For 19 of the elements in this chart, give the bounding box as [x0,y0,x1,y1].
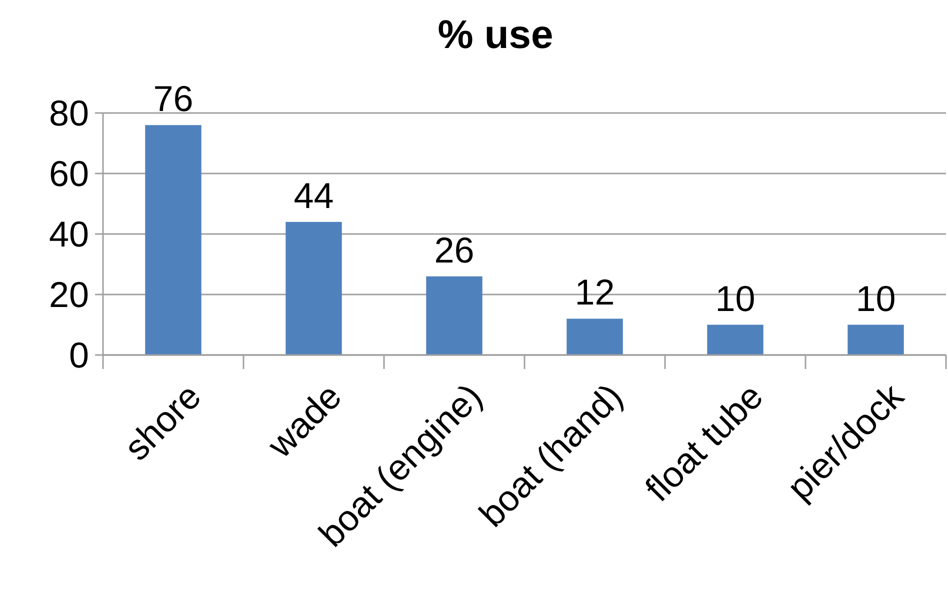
chart-title: % use [438,13,554,57]
data-label: 26 [434,229,474,270]
bar [707,324,764,355]
y-tick-label: 0 [68,334,89,376]
bar [426,276,482,355]
bar [286,222,342,355]
bar [145,125,202,355]
data-label: 12 [574,272,615,313]
y-tick-label: 60 [48,153,89,194]
y-tick-label: 20 [48,274,89,316]
y-tick-label: 80 [48,92,89,134]
data-label: 44 [294,174,334,216]
bar [566,318,623,355]
data-label: 10 [856,278,896,319]
x-tick-label: float tube [636,375,771,510]
data-label: 10 [715,278,756,319]
y-tick-label: 40 [48,214,89,255]
data-label: 76 [153,78,194,120]
bar [848,324,904,355]
